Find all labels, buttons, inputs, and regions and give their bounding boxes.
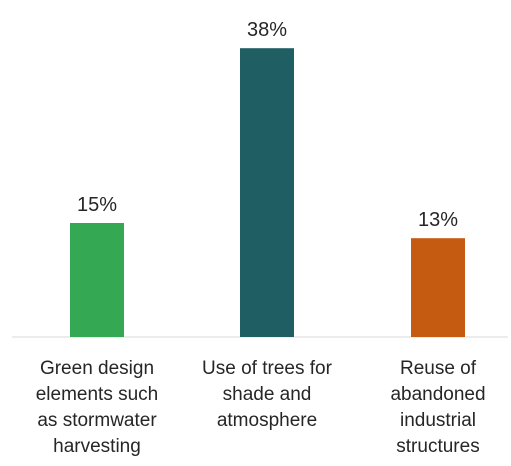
category-label-3: Reuse of abandoned industrial structures	[390, 358, 485, 457]
category-label-line: harvesting	[53, 436, 141, 457]
data-label-1: 15%	[77, 194, 117, 216]
category-label-line: as stormwater	[37, 410, 157, 431]
category-label-line: elements such	[36, 384, 159, 405]
category-labels-group: Green design elements such as stormwater ha…	[36, 358, 486, 457]
category-label-line: Reuse of	[400, 358, 477, 379]
category-label-line: structures	[396, 436, 479, 457]
category-label-line: Green design	[40, 358, 154, 379]
category-label-line: abandoned	[390, 384, 485, 405]
bars-group	[70, 48, 465, 337]
category-label-2: Use of trees for shade and atmosphere	[202, 358, 333, 431]
bar-3	[411, 238, 465, 337]
category-label-line: shade and	[223, 384, 312, 405]
category-label-1: Green design elements such as stormwater ha…	[36, 358, 159, 457]
data-label-2: 38%	[247, 19, 287, 41]
data-labels-group: 15% 38% 13%	[77, 19, 458, 231]
bar-1	[70, 223, 124, 337]
category-label-line: industrial	[400, 410, 476, 431]
category-label-line: Use of trees for	[202, 358, 333, 379]
data-label-3: 13%	[418, 209, 458, 231]
category-label-line: atmosphere	[217, 410, 317, 431]
bar-2	[240, 48, 294, 337]
